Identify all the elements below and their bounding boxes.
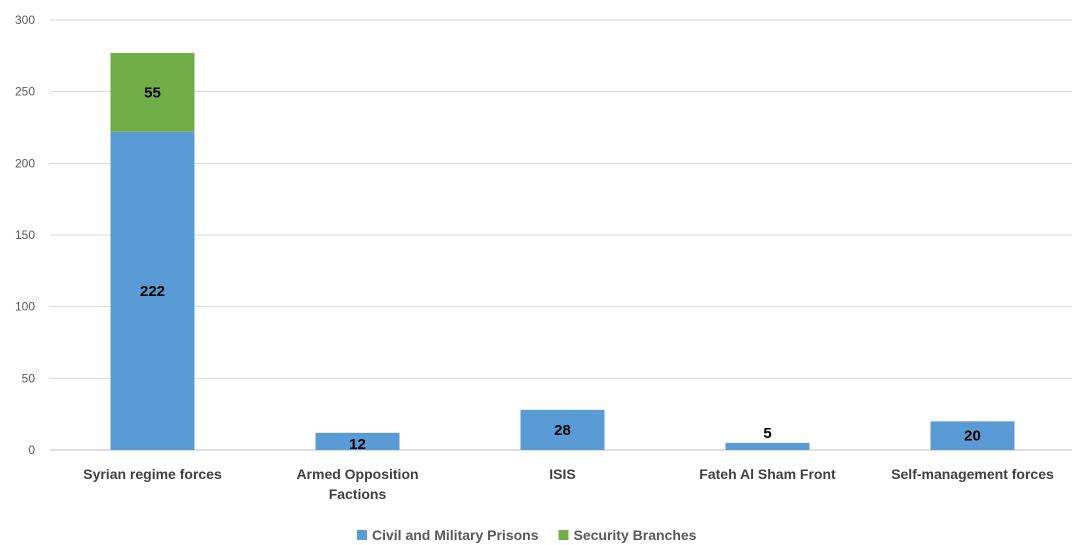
y-tick-label: 50 bbox=[22, 371, 36, 385]
data-label: 55 bbox=[144, 84, 161, 101]
y-tick-label: 100 bbox=[15, 300, 35, 314]
y-tick-label: 250 bbox=[15, 85, 35, 99]
category-label: Armed Opposition bbox=[296, 466, 418, 482]
bar-civil-military-2 bbox=[520, 409, 605, 450]
legend-label-1: Security Branches bbox=[574, 527, 697, 543]
bar-civil-military-1 bbox=[315, 432, 400, 450]
legend: Civil and Military Prisons Security Branc… bbox=[357, 527, 697, 543]
y-tick-label: 300 bbox=[15, 13, 35, 27]
bar-civil-military-4 bbox=[930, 421, 1015, 450]
data-label: 20 bbox=[964, 428, 981, 445]
category-label: Factions bbox=[329, 486, 387, 502]
category-label: ISIS bbox=[549, 466, 575, 482]
y-tick-label: 0 bbox=[28, 443, 35, 457]
y-axis-ticks: 0 50 100 150 200 250 300 bbox=[15, 13, 35, 457]
bar-civil-military-3 bbox=[725, 442, 810, 450]
data-labels: 222 55 12 28 5 20 bbox=[140, 84, 981, 453]
legend-swatch-0 bbox=[357, 530, 367, 540]
legend-swatch-1 bbox=[558, 530, 569, 540]
data-label: 222 bbox=[140, 283, 165, 300]
category-labels: Syrian regime forces Armed Opposition Fact… bbox=[83, 466, 1054, 502]
category-label: Syrian regime forces bbox=[83, 466, 222, 482]
category-label: Self-management forces bbox=[891, 466, 1054, 482]
data-label: 12 bbox=[349, 436, 366, 453]
y-tick-label: 150 bbox=[15, 228, 35, 242]
data-label: 28 bbox=[554, 422, 571, 439]
data-label: 5 bbox=[763, 425, 771, 442]
bar-civil-military-0 bbox=[110, 131, 195, 451]
y-tick-label: 200 bbox=[15, 156, 35, 170]
bars bbox=[110, 52, 1015, 451]
category-label: Fateh Al Sham Front bbox=[699, 466, 836, 482]
bar-security-0 bbox=[110, 52, 195, 132]
gridlines bbox=[50, 19, 1072, 451]
legend-label-0: Civil and Military Prisons bbox=[372, 527, 539, 543]
